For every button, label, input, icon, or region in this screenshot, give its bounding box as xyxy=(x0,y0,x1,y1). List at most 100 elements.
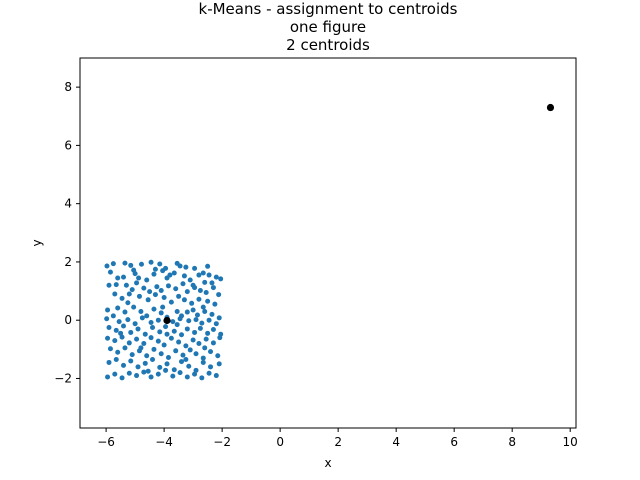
data-point xyxy=(213,274,219,280)
data-point xyxy=(119,334,125,340)
data-point xyxy=(187,277,193,283)
data-point xyxy=(115,305,121,311)
data-point xyxy=(136,275,142,281)
data-point xyxy=(215,353,221,359)
data-point xyxy=(148,374,154,380)
data-point xyxy=(194,312,200,318)
centroid-point xyxy=(163,316,171,325)
data-point xyxy=(203,290,209,296)
data-point xyxy=(112,371,118,377)
data-point xyxy=(161,294,167,300)
data-point xyxy=(217,335,223,341)
y-tick-label: 4 xyxy=(64,197,72,211)
data-point xyxy=(208,349,214,355)
data-point xyxy=(200,355,206,361)
data-point xyxy=(192,265,198,271)
data-point xyxy=(184,374,190,380)
data-point xyxy=(118,330,124,336)
data-point xyxy=(129,352,135,358)
x-tick-label: −6 xyxy=(97,435,115,449)
data-point xyxy=(200,359,206,365)
data-point xyxy=(208,364,214,370)
data-point xyxy=(199,320,205,326)
data-point xyxy=(184,326,190,332)
data-point xyxy=(210,285,216,291)
data-point xyxy=(151,271,157,277)
points-layer xyxy=(104,259,224,381)
data-point xyxy=(200,270,206,276)
data-point xyxy=(170,373,176,379)
data-point xyxy=(134,336,140,342)
data-point xyxy=(150,324,156,330)
data-point xyxy=(189,300,195,306)
data-point xyxy=(121,362,127,368)
data-point xyxy=(128,329,134,335)
data-point xyxy=(165,354,171,360)
data-point xyxy=(200,304,206,310)
data-point xyxy=(163,324,169,330)
y-tick-label: 0 xyxy=(64,313,72,327)
data-point xyxy=(115,275,121,281)
data-point xyxy=(196,341,202,347)
axes-frame xyxy=(79,57,577,429)
data-point xyxy=(202,345,208,351)
x-tick-label: 4 xyxy=(392,435,400,449)
data-point xyxy=(142,360,148,366)
data-point xyxy=(123,282,129,288)
data-point xyxy=(192,371,198,377)
data-point xyxy=(203,336,209,342)
data-point xyxy=(177,370,183,376)
data-point xyxy=(170,319,176,325)
data-point xyxy=(116,319,122,325)
x-tick-label: −4 xyxy=(155,435,173,449)
data-point xyxy=(119,295,125,301)
data-point xyxy=(171,328,177,334)
data-point xyxy=(176,293,182,299)
data-point xyxy=(206,317,212,323)
data-point xyxy=(190,337,196,343)
x-axis-label: x xyxy=(324,456,331,470)
data-point xyxy=(190,282,196,288)
data-point xyxy=(177,263,183,269)
y-axis-ticks: −2 0 2 4 6 8 xyxy=(54,80,80,385)
data-point xyxy=(205,263,211,269)
y-tick-label: 2 xyxy=(64,255,72,269)
data-point xyxy=(122,309,128,315)
data-point xyxy=(113,327,119,333)
data-point xyxy=(187,347,193,353)
data-point xyxy=(184,289,190,295)
data-point xyxy=(110,313,116,319)
data-point xyxy=(105,335,111,341)
data-point xyxy=(161,342,167,348)
y-axis-label: y xyxy=(30,239,44,246)
data-point xyxy=(196,272,202,278)
data-point xyxy=(112,291,118,297)
data-point xyxy=(154,284,160,290)
data-point xyxy=(216,361,222,367)
data-point xyxy=(158,351,164,357)
data-point xyxy=(183,357,189,363)
data-point xyxy=(173,348,179,354)
data-point xyxy=(105,307,111,313)
x-axis-ticks: −6 −4 −2 0 2 4 6 8 10 xyxy=(97,428,578,449)
data-point xyxy=(121,274,127,280)
data-point xyxy=(115,349,121,355)
data-point xyxy=(126,370,132,376)
data-point xyxy=(136,293,142,299)
data-point xyxy=(202,279,208,285)
data-point xyxy=(206,272,212,278)
data-point xyxy=(216,315,222,321)
data-point xyxy=(210,327,216,333)
x-tick-label: 10 xyxy=(563,435,578,449)
data-point xyxy=(213,373,219,379)
data-point xyxy=(132,271,138,277)
data-point xyxy=(163,367,169,373)
data-point xyxy=(147,289,153,295)
data-point xyxy=(144,277,150,283)
data-point xyxy=(177,316,183,322)
data-point xyxy=(216,292,222,298)
data-point xyxy=(122,260,128,266)
data-point xyxy=(213,321,219,327)
data-point xyxy=(196,296,202,302)
